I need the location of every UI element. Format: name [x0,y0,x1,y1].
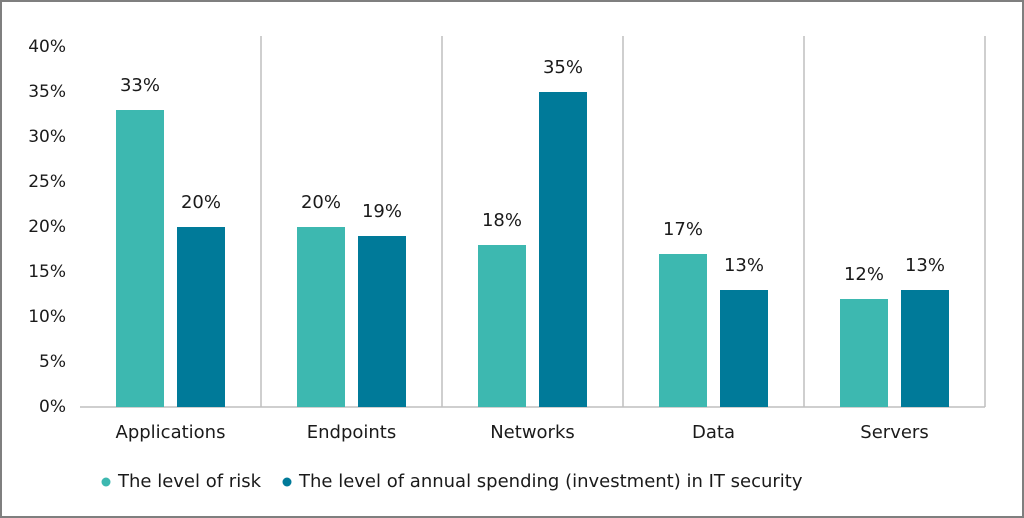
legend-marker [282,477,292,487]
x-tick-label: Networks [490,422,575,443]
value-label: 17% [663,219,703,240]
legend-label: The level of annual spending (investment… [298,471,803,492]
y-tick-label: 40% [28,37,66,57]
bar [478,245,526,407]
bar [659,254,707,407]
value-label: 13% [724,255,764,276]
x-tick-label: Data [692,422,735,443]
value-label: 33% [120,75,160,96]
y-tick-label: 25% [28,172,66,192]
y-tick-label: 30% [28,127,66,147]
value-label: 13% [905,255,945,276]
x-tick-label: Servers [860,422,928,443]
x-tick-label: Applications [116,422,226,443]
y-tick-label: 5% [39,352,66,372]
value-label: 19% [362,201,402,222]
bar [116,110,164,407]
y-tick-label: 20% [28,217,66,237]
y-tick-label: 15% [28,262,66,282]
bar [539,92,587,407]
value-label: 12% [844,264,884,285]
value-label: 18% [482,210,522,231]
value-label: 20% [181,192,221,213]
y-tick-label: 10% [28,307,66,327]
value-label: 20% [301,192,341,213]
bar [297,227,345,407]
bar [177,227,225,407]
legend-label: The level of risk [117,471,262,492]
bar [901,290,949,407]
y-tick-label: 0% [39,397,66,417]
y-tick-label: 35% [28,82,66,102]
value-label: 35% [543,57,583,78]
bar [840,299,888,407]
bar [720,290,768,407]
x-tick-label: Endpoints [307,422,397,443]
bar [358,236,406,407]
legend-marker [101,477,111,487]
